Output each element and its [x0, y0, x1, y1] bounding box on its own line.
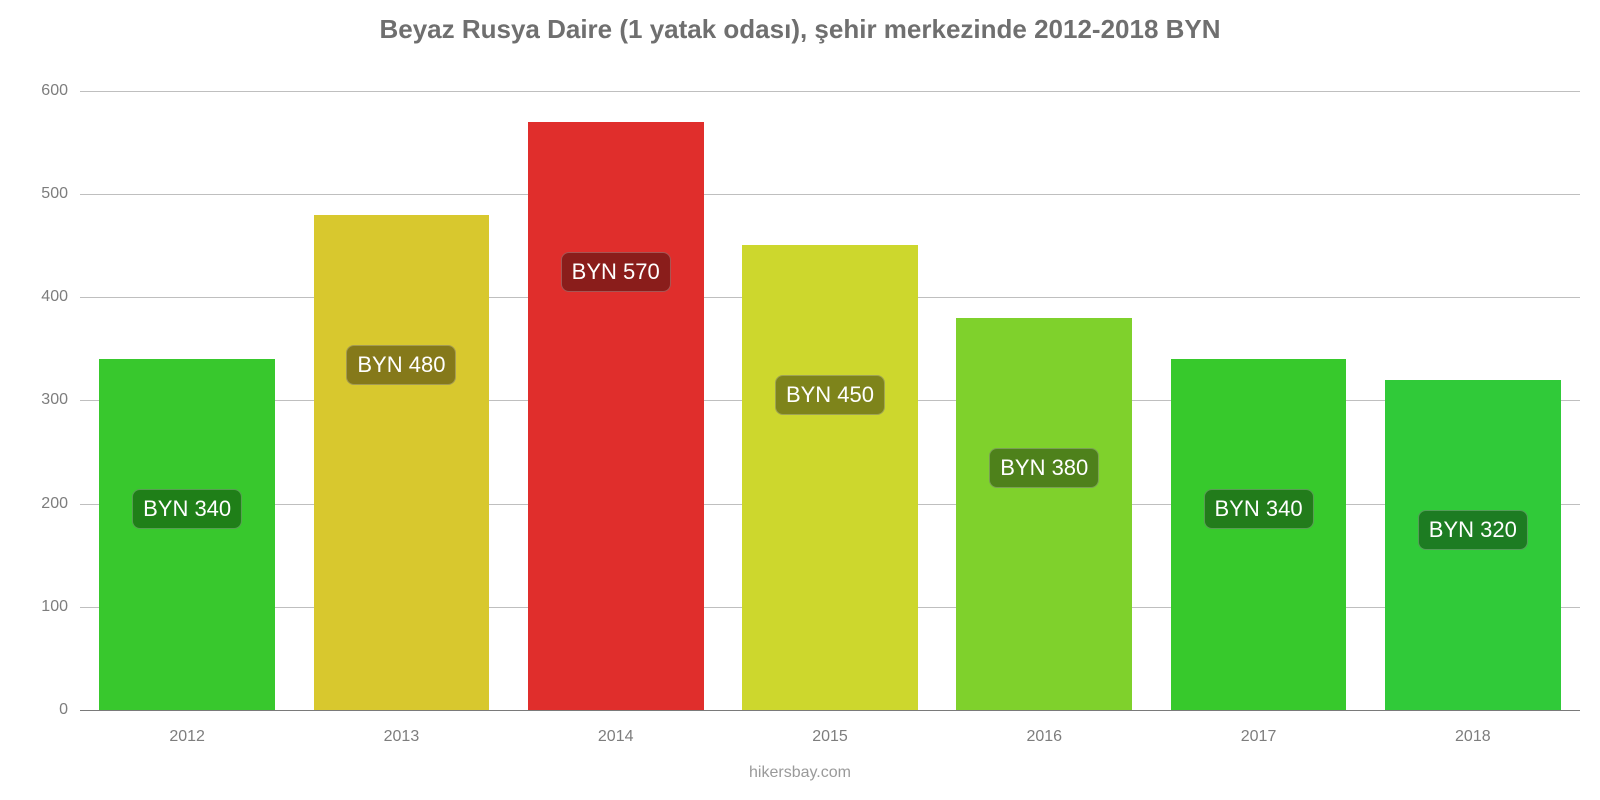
x-axis-tick-label: 2012 — [80, 728, 294, 746]
chart-title: Beyaz Rusya Daire (1 yatak odası), şehir… — [0, 0, 1600, 45]
y-axis-tick-label: 600 — [0, 82, 68, 100]
value-badge: BYN 450 — [775, 375, 885, 415]
x-axis-tick-label: 2015 — [723, 728, 937, 746]
bar-slot: BYN 570 — [509, 70, 723, 710]
bars-group: BYN 340 BYN 480 BYN 570 BYN 450 BYN 380 BYN 3… — [80, 70, 1580, 710]
bar-slot: BYN 380 — [937, 70, 1151, 710]
bar: BYN 340 — [99, 359, 275, 710]
bar-slot: BYN 340 — [1151, 70, 1365, 710]
x-axis-tick-label: 2016 — [937, 728, 1151, 746]
plot-area: BYN 340 BYN 480 BYN 570 BYN 450 BYN 380 BYN 3… — [80, 70, 1580, 710]
bar: BYN 380 — [956, 318, 1132, 710]
bar: BYN 320 — [1385, 380, 1561, 710]
footer-credit: hikersbay.com — [0, 764, 1600, 782]
value-badge: BYN 480 — [346, 345, 456, 385]
x-axis-labels: 2012201320142015201620172018 — [80, 728, 1580, 746]
bar: BYN 480 — [314, 215, 490, 710]
x-axis-tick-label: 2014 — [509, 728, 723, 746]
bar: BYN 570 — [528, 122, 704, 710]
value-badge: BYN 570 — [561, 252, 671, 292]
bar: BYN 340 — [1171, 359, 1347, 710]
x-axis-tick-label: 2017 — [1151, 728, 1365, 746]
bar: BYN 450 — [742, 245, 918, 710]
bar-slot: BYN 320 — [1366, 70, 1580, 710]
value-badge: BYN 380 — [989, 448, 1099, 488]
gridline — [80, 710, 1580, 711]
value-badge: BYN 340 — [132, 489, 242, 529]
x-axis-tick-label: 2013 — [294, 728, 508, 746]
y-axis-tick-label: 400 — [0, 288, 68, 306]
bar-slot: BYN 480 — [294, 70, 508, 710]
y-axis-tick-label: 0 — [0, 701, 68, 719]
bar-slot: BYN 450 — [723, 70, 937, 710]
value-badge: BYN 320 — [1418, 510, 1528, 550]
y-axis-tick-label: 100 — [0, 598, 68, 616]
value-badge: BYN 340 — [1204, 489, 1314, 529]
y-axis-tick-label: 300 — [0, 391, 68, 409]
chart-container: Beyaz Rusya Daire (1 yatak odası), şehir… — [0, 0, 1600, 800]
x-axis-tick-label: 2018 — [1366, 728, 1580, 746]
y-axis-tick-label: 500 — [0, 185, 68, 203]
bar-slot: BYN 340 — [80, 70, 294, 710]
y-axis-tick-label: 200 — [0, 495, 68, 513]
